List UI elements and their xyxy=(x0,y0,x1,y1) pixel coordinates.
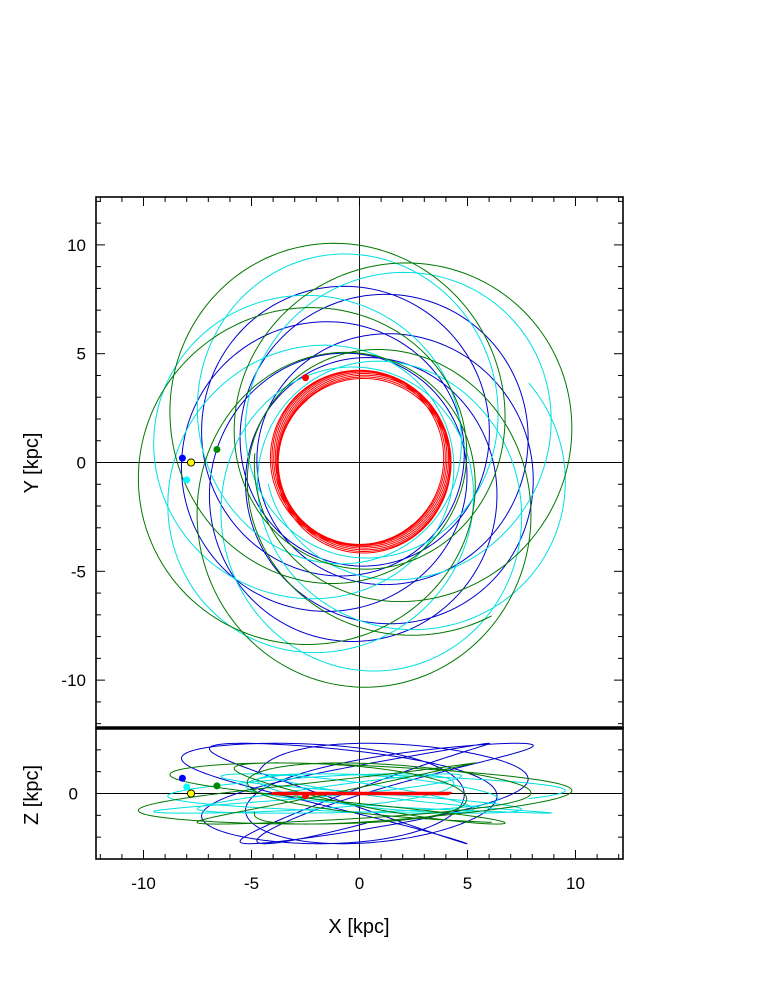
xy-ticks xyxy=(96,197,623,725)
start-marker-xz-0 xyxy=(178,774,186,782)
orbit-xy-0 xyxy=(180,285,534,642)
x-tick-label: 10 xyxy=(566,874,585,893)
start-marker-xz-1 xyxy=(183,783,191,791)
xz-orbits xyxy=(137,742,573,845)
xy-ytick-labels: -10 -5 0 5 10 xyxy=(61,236,86,690)
x-tick-labels: -10 -5 0 5 10 xyxy=(131,874,585,893)
xy-markers xyxy=(178,374,310,484)
xz-panel: 0 -10 -5 0 5 10 Z [kpc] X [kpc] xyxy=(21,727,624,938)
orbit-xz-1 xyxy=(153,773,566,814)
y-axis-label: Y [kpc] xyxy=(21,433,43,494)
sun-marker-xy xyxy=(186,458,196,467)
start-marker-xy-1 xyxy=(183,476,191,484)
xy-crosshair xyxy=(96,197,623,728)
y-tick-label: 0 xyxy=(77,454,86,473)
x-tick-label: -10 xyxy=(131,874,156,893)
orbit-xz-3 xyxy=(269,791,453,796)
x-tick-label: -5 xyxy=(244,874,259,893)
x-tick-label: 5 xyxy=(463,874,472,893)
orbit-xy-3 xyxy=(269,369,452,554)
xz-markers xyxy=(178,774,310,800)
x-axis-label: X [kpc] xyxy=(328,916,389,938)
y-tick-label: 10 xyxy=(67,236,86,255)
xy-panel: -10 -5 0 5 10 Y [kpc] xyxy=(21,196,624,729)
start-marker-xz-3 xyxy=(302,792,310,800)
orbit-xz-0 xyxy=(180,742,534,845)
z-axis-label: Z [kpc] xyxy=(21,765,43,825)
z-tick-label: 0 xyxy=(69,785,78,804)
start-marker-xy-0 xyxy=(178,454,186,462)
xy-orbits xyxy=(137,242,573,688)
orbit-xz-2 xyxy=(137,762,573,825)
y-tick-label: -10 xyxy=(61,671,86,690)
orbit-xy-1 xyxy=(153,253,566,672)
xz-ytick-labels: 0 xyxy=(69,785,78,804)
start-marker-xy-2 xyxy=(213,445,221,453)
sun-marker-xz xyxy=(186,789,196,798)
y-tick-label: -5 xyxy=(71,562,86,581)
start-marker-xy-3 xyxy=(302,374,310,382)
orbit-xy-2 xyxy=(137,242,573,688)
start-marker-xz-2 xyxy=(213,782,221,790)
xz-ticks xyxy=(96,727,623,860)
x-tick-label: 0 xyxy=(355,874,364,893)
y-tick-label: 5 xyxy=(77,345,86,364)
